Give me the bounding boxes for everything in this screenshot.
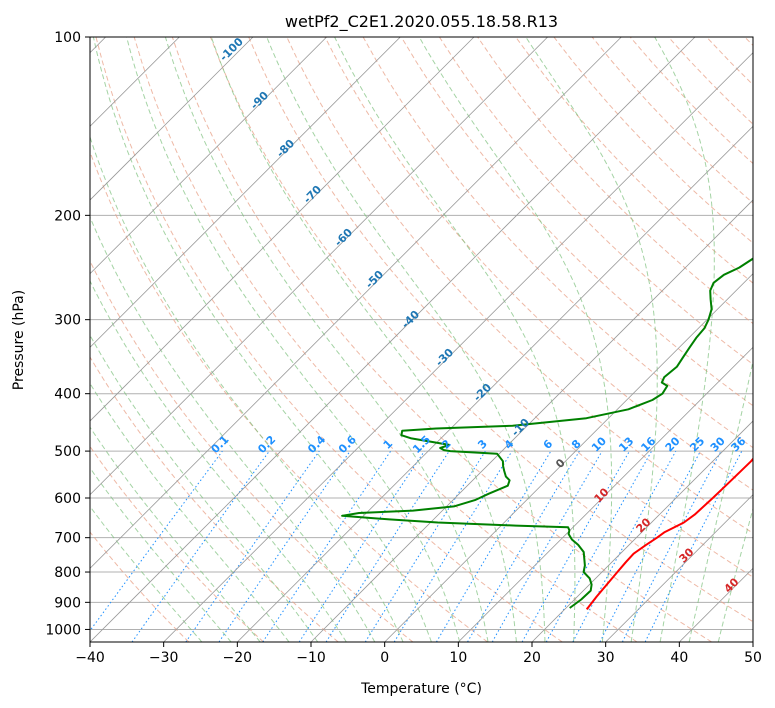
isotherm-line: [310, 199, 753, 642]
dry-adiabat-line: [90, 531, 190, 642]
dry-adiabat-line: [90, 356, 339, 642]
dry-adiabat-line: [210, 37, 753, 623]
isotherm-line: [458, 346, 753, 642]
isotherm-line: [90, 37, 475, 422]
y-tick-label: 200: [54, 208, 81, 224]
y-tick-label: 600: [54, 491, 81, 507]
x-tick-label: −20: [223, 650, 253, 666]
isotherm-line: [90, 37, 254, 201]
y-tick-label: 900: [54, 595, 81, 611]
x-tick-label: −10: [296, 650, 326, 666]
y-tick-label: 300: [54, 313, 81, 329]
x-axis: −40 −30 −20 −10 0 10 20 30 40 50: [75, 642, 762, 666]
isotherm-line: [90, 37, 696, 642]
mixing-ratio-line: [393, 450, 513, 642]
moist-adiabat-line: [266, 37, 546, 642]
moist-adiabat-line: [525, 37, 658, 642]
isobar-grid: [90, 37, 753, 630]
x-tick-label: 50: [744, 650, 762, 666]
x-axis-label: Temperature (°C): [360, 681, 482, 697]
sounding-series: [341, 257, 753, 611]
mixing-ratio-line: [262, 450, 392, 642]
y-axis-label: Pressure (hPa): [11, 290, 27, 390]
moist-adiabat-line: [92, 37, 432, 642]
dry-adiabat-line: [90, 150, 488, 642]
mixing-ratio-line: [298, 450, 425, 642]
dewpoint-line: [341, 257, 753, 609]
mixing-ratio-line: [131, 450, 270, 642]
isotherm-line: [90, 37, 327, 275]
dry-adiabat-line: [400, 37, 753, 407]
moist-adiabat-line: [688, 358, 753, 642]
dry-adiabat-line: [95, 37, 563, 642]
y-tick-label: 100: [54, 30, 81, 46]
moist-adiabat-line: [90, 215, 376, 642]
isotherm-line: [531, 420, 753, 642]
dry-adiabat-line: [438, 37, 753, 366]
isotherm-grid: [90, 37, 753, 642]
plot-area: 0.1 0.2 0.4 0.6 1 1.5 2 3 4 6 8 10 13 16 20 25 30 36-100-…: [90, 37, 753, 642]
moist-adiabat-line: [90, 135, 404, 642]
x-tick-label: −30: [149, 650, 179, 666]
y-tick-label: 700: [54, 531, 81, 547]
mixing-ratio-line: [572, 450, 677, 642]
dry-adiabat-line: [90, 445, 264, 642]
moist-adiabat-line: [418, 37, 613, 642]
mixing-ratio-line: [185, 450, 320, 642]
y-tick-label: 800: [54, 565, 81, 581]
dry-adiabat-line: [171, 37, 712, 642]
mixing-ratio-line: [521, 450, 630, 642]
x-tick-label: 40: [670, 650, 688, 666]
mixing-ratio-line: [545, 450, 653, 642]
moist-adiabat-line: [717, 506, 753, 642]
dry-adiabat-line: [324, 37, 753, 491]
plot-frame: [89, 36, 754, 643]
moist-adiabat-line: [210, 37, 517, 642]
x-tick-label: 20: [523, 650, 541, 666]
moist-adiabat-line: [126, 37, 461, 642]
moist-adiabat-line: [90, 467, 232, 642]
x-tick-label: −40: [75, 650, 105, 666]
isotherm-line: [90, 37, 401, 348]
mixing-ratio-line: [90, 450, 223, 632]
chart-title: wetPf2_C2E1.2020.055.18.58.R13: [285, 12, 558, 32]
temperature-line: [585, 457, 753, 611]
isotherm-line: [237, 125, 753, 642]
x-tick-label: 0: [380, 650, 389, 666]
moist-adiabat-line: [90, 334, 319, 642]
moist-adiabat-line: [164, 37, 489, 642]
y-tick-label: 1000: [45, 622, 81, 638]
isotherm-line: [90, 37, 548, 496]
moist-adiabats: [90, 37, 753, 642]
isotherm-line: [90, 37, 622, 569]
isotherm-line: [605, 494, 753, 642]
mixing-ratio-line: [325, 450, 450, 642]
dry-adiabat-line: [248, 37, 753, 578]
dry-adiabat-line: [133, 37, 638, 642]
isotherm-line: [384, 273, 753, 642]
mixing-ratio-line: [644, 450, 743, 642]
mixing-ratio-line: [218, 450, 351, 642]
y-axis: 100 200 300 400 500 600 700 800 900 1000: [45, 30, 90, 638]
mixing-ratio-lines: [90, 450, 743, 642]
y-tick-label: 400: [54, 387, 81, 403]
moist-adiabat-line: [90, 382, 290, 642]
moist-adiabat-line: [654, 37, 715, 642]
x-tick-label: 30: [597, 650, 615, 666]
dry-adiabats: [90, 37, 753, 642]
dry-adiabat-line: [515, 37, 753, 284]
moist-adiabat-line: [90, 426, 261, 642]
x-tick-label: 10: [449, 650, 467, 666]
y-tick-label: 500: [54, 444, 81, 460]
isotherm-line: [163, 52, 753, 642]
moist-adiabat-line: [334, 37, 576, 642]
